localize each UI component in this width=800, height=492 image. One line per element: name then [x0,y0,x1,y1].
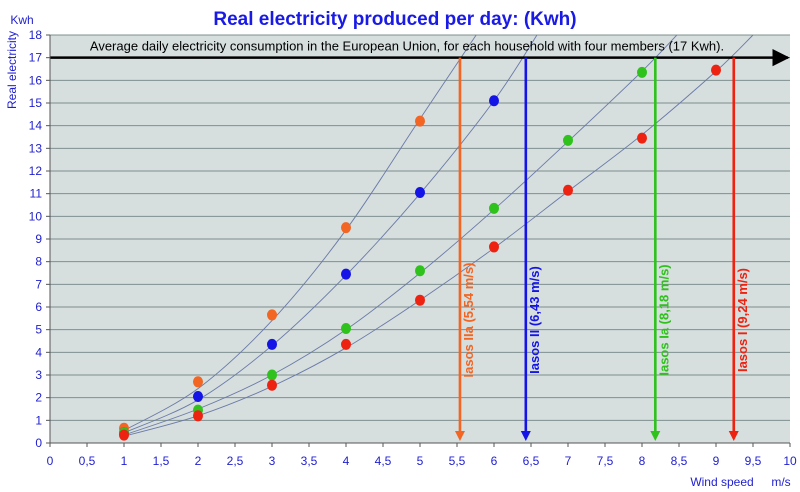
trend-curve [123,35,477,431]
x-tick-label: 5 [417,454,424,468]
data-point [415,187,425,199]
y-tick-label: 17 [29,51,43,65]
data-point [415,265,425,277]
x-axis-label: Wind speed [690,475,753,489]
x-tick-label: 0,5 [79,454,96,468]
x-tick-label: 5,5 [449,454,466,468]
data-point [637,66,647,78]
y-tick-label: 3 [35,368,42,382]
y-tick-label: 12 [29,164,43,178]
reference-line-label: Average daily electricity consumption in… [90,39,724,54]
x-tick-label: 7,5 [597,454,614,468]
x-tick-label: 2,5 [227,454,244,468]
trend-curve [123,35,754,437]
marker-label: Iasos I (9,24 m/s) [735,268,750,372]
y-tick-label: 16 [29,73,43,87]
data-point [341,323,351,335]
data-point [341,268,351,280]
y-axis-label: Real electricity [5,31,19,109]
y-tick-label: 6 [35,300,42,314]
data-point [711,64,721,76]
vertical-markers: Iasos IIa (5,54 m/s) Iasos II (6,43 m/s) I… [454,57,750,441]
x-tick-label: 3,5 [301,454,318,468]
data-point [193,376,203,388]
x-tick-label: 10 [783,454,797,468]
data-point [637,132,647,144]
reference-line-group: Average daily electricity consumption in… [50,39,790,67]
y-tick-label: 18 [29,28,43,42]
y-tick-label: 7 [35,277,42,291]
marker-label: Iasos II (6,43 m/s) [527,266,542,374]
y-tick-label: 15 [29,96,43,110]
x-tick-label: 8 [639,454,646,468]
marker-label: Iasos IIa (5,54 m/s) [461,263,476,378]
y-tick-label: 11 [30,187,43,201]
data-point [415,115,425,127]
y-tick-label: 1 [35,413,42,427]
y-tick-label: 2 [35,391,42,405]
data-point [267,338,277,350]
data-point [341,222,351,234]
x-tick-label: 2 [195,454,202,468]
x-tick-label: 9 [713,454,720,468]
y-tick-label: 5 [35,323,42,337]
data-point [563,134,573,146]
marker-arrowhead [520,431,531,441]
marker-arrowhead [728,431,739,441]
y-tick-label: 9 [35,232,42,246]
x-tick-label: 4 [343,454,350,468]
x-tick-label: 6,5 [523,454,540,468]
data-point [489,202,499,214]
data-point [341,338,351,350]
data-point [489,241,499,253]
x-tick-label: 1 [121,454,128,468]
y-tick-label: 14 [29,119,43,133]
data-point [415,294,425,306]
y-tick-label: 10 [29,209,43,223]
data-point [267,379,277,391]
data-points [119,64,721,441]
y-tick-label: 0 [35,436,42,450]
x-tick-label: 6 [491,454,498,468]
x-tick-label: 0 [47,454,54,468]
marker-arrowhead [650,431,661,441]
x-tick-label: 4,5 [375,454,392,468]
marker-arrowhead [454,431,465,441]
y-tick-label: 13 [29,141,43,155]
y-axis-unit: Kwh [10,13,33,27]
x-tick-label: 1,5 [153,454,170,468]
data-point [119,429,129,441]
x-tick-label: 9,5 [745,454,762,468]
x-axis-unit: m/s [771,475,790,489]
x-tick-label: 3 [269,454,276,468]
data-point [193,391,203,403]
data-point [489,95,499,107]
data-point [267,309,277,321]
y-tick-label: 4 [35,345,42,359]
marker-label: Iasos Ia (8,18 m/s) [656,264,671,375]
data-point [193,410,203,422]
x-tick-label: 8,5 [671,454,688,468]
chart-title: Real electricity produced per day: (Kwh) [213,9,576,30]
data-point [267,369,277,381]
y-tick-label: 8 [35,255,42,269]
data-point [563,184,573,196]
x-tick-label: 7 [565,454,572,468]
